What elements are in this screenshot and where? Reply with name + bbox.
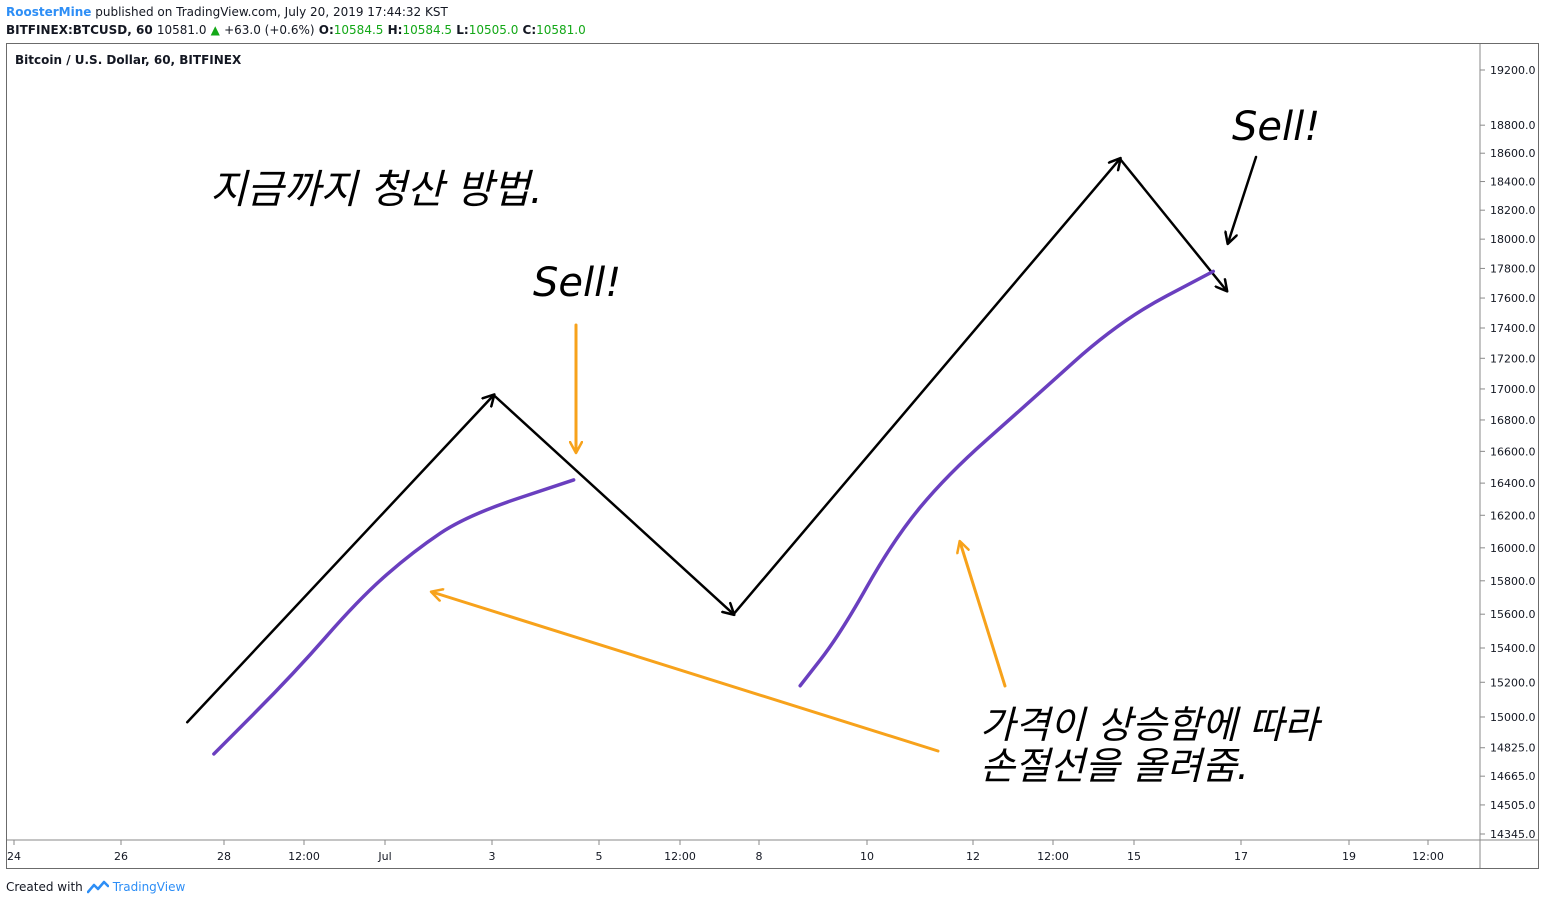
annotation-arrows [432,155,1258,753]
time-tick-label: 19 [1342,850,1356,863]
publish-text: published on TradingView.com, July 20, 2… [95,5,448,19]
last-price: 10581.0 [156,23,207,37]
close-label: C: [522,23,537,37]
price-tick-label: 19200.0 [1490,64,1536,77]
price-tick-label: 15000.0 [1490,711,1536,724]
price-axis: 19200.0 18800.0 18600.0 18400.0 18200.0 18000… [1480,64,1536,841]
pane-title: Bitcoin / U.S. Dollar, 60, BITFINEX [15,53,242,67]
symbol-info: BITFINEX:BTCUSD, 60 10581.0 ▲ +63.0 (+0.… [6,22,586,38]
price-tick-label: 14505.0 [1490,799,1536,812]
footer: Created with TradingView [6,879,185,895]
time-tick-label: Jul [377,850,391,863]
price-tick-label: 17800.0 [1490,262,1536,275]
time-tick-label: 17 [1234,850,1248,863]
low-value: 10505.0 [468,23,519,37]
annotation-sell-2: Sell! [1232,104,1320,150]
tradingview-brand-link[interactable]: TradingView [112,880,186,894]
price-tick-label: 15200.0 [1490,676,1536,689]
price-tick-label: 16400.0 [1490,477,1536,490]
sell-arrow-2 [1228,155,1258,243]
time-tick-label: 5 [596,850,603,863]
time-tick-label: 3 [489,850,496,863]
stop-line-stroke-1 [212,478,576,756]
price-tick-label: 16800.0 [1490,414,1536,427]
time-tick-label: 12:00 [664,850,696,863]
price-tick-label: 17200.0 [1490,352,1536,365]
high-value: 10584.5 [402,23,453,37]
price-tick-label: 15600.0 [1490,608,1536,621]
price-tick-label: 14345.0 [1490,828,1536,841]
time-tick-label: 8 [756,850,763,863]
time-tick-label: 26 [114,850,128,863]
low-label: L: [456,23,469,37]
annotation-title: 지금까지 청산 방법. [210,167,543,213]
price-tick-label: 18600.0 [1490,147,1536,160]
price-tick-label: 18200.0 [1490,204,1536,217]
tradingview-logo-icon [86,880,109,894]
price-tick-label: 15400.0 [1490,642,1536,655]
created-with-label: Created with [6,880,83,894]
annotation-note-line1: 가격이 상승함에 따라 [980,703,1323,747]
author-link[interactable]: RoosterMine [6,5,92,19]
price-tick-label: 14825.0 [1490,742,1536,755]
price-tick-label: 18400.0 [1490,176,1536,189]
price-path-segment [732,159,1120,616]
time-tick-label: 28 [217,850,231,863]
time-tick-label: 12:00 [1037,850,1069,863]
price-path-segment [492,393,734,614]
time-tick-label: 12:00 [288,850,320,863]
price-tick-label: 17600.0 [1490,292,1536,305]
price-tick-label: 14665.0 [1490,770,1536,783]
note-arrow-left [432,592,940,753]
open-value: 10584.5 [333,23,384,37]
note-arrow-up [960,542,1007,688]
time-tick-label: 24 [7,850,21,863]
chart-frame [6,43,1539,869]
time-axis: 24 26 28 12:00 Jul 3 5 12:00 8 10 12 12:00 15 17 19 12:… [7,840,1444,863]
price-tick-label: 17400.0 [1490,322,1536,335]
open-label: O: [318,23,334,37]
price-path-segment [1118,157,1227,291]
annotation-sell-1: Sell! [533,260,621,306]
price-change: +63.0 (+0.6%) [224,23,315,37]
price-tick-label: 17000.0 [1490,383,1536,396]
stop-line-stroke-2 [798,269,1215,688]
price-tick-label: 16000.0 [1490,542,1536,555]
price-tick-label: 16600.0 [1490,445,1536,458]
annotation-texts: 지금까지 청산 방법. Sell! Sell! 가격이 상승함에 따라 손절선을… [210,104,1323,788]
time-tick-label: 12:00 [1412,850,1444,863]
time-tick-label: 10 [860,850,874,863]
annotation-note-line2: 손절선을 올려줌. [980,744,1249,788]
time-tick-label: 12 [966,850,980,863]
close-value: 10581.0 [536,23,586,37]
price-tick-label: 15800.0 [1490,575,1536,588]
symbol-label: BITFINEX:BTCUSD, 60 [6,23,153,37]
series-layer [185,157,1227,756]
publish-info: RoosterMine published on TradingView.com… [6,4,448,20]
price-path-segment [185,395,493,724]
time-tick-label: 15 [1127,850,1141,863]
price-tick-label: 18800.0 [1490,119,1536,132]
high-label: H: [387,23,403,37]
up-arrow-icon: ▲ [210,23,220,37]
price-tick-label: 16200.0 [1490,509,1536,522]
price-tick-label: 18000.0 [1490,233,1536,246]
